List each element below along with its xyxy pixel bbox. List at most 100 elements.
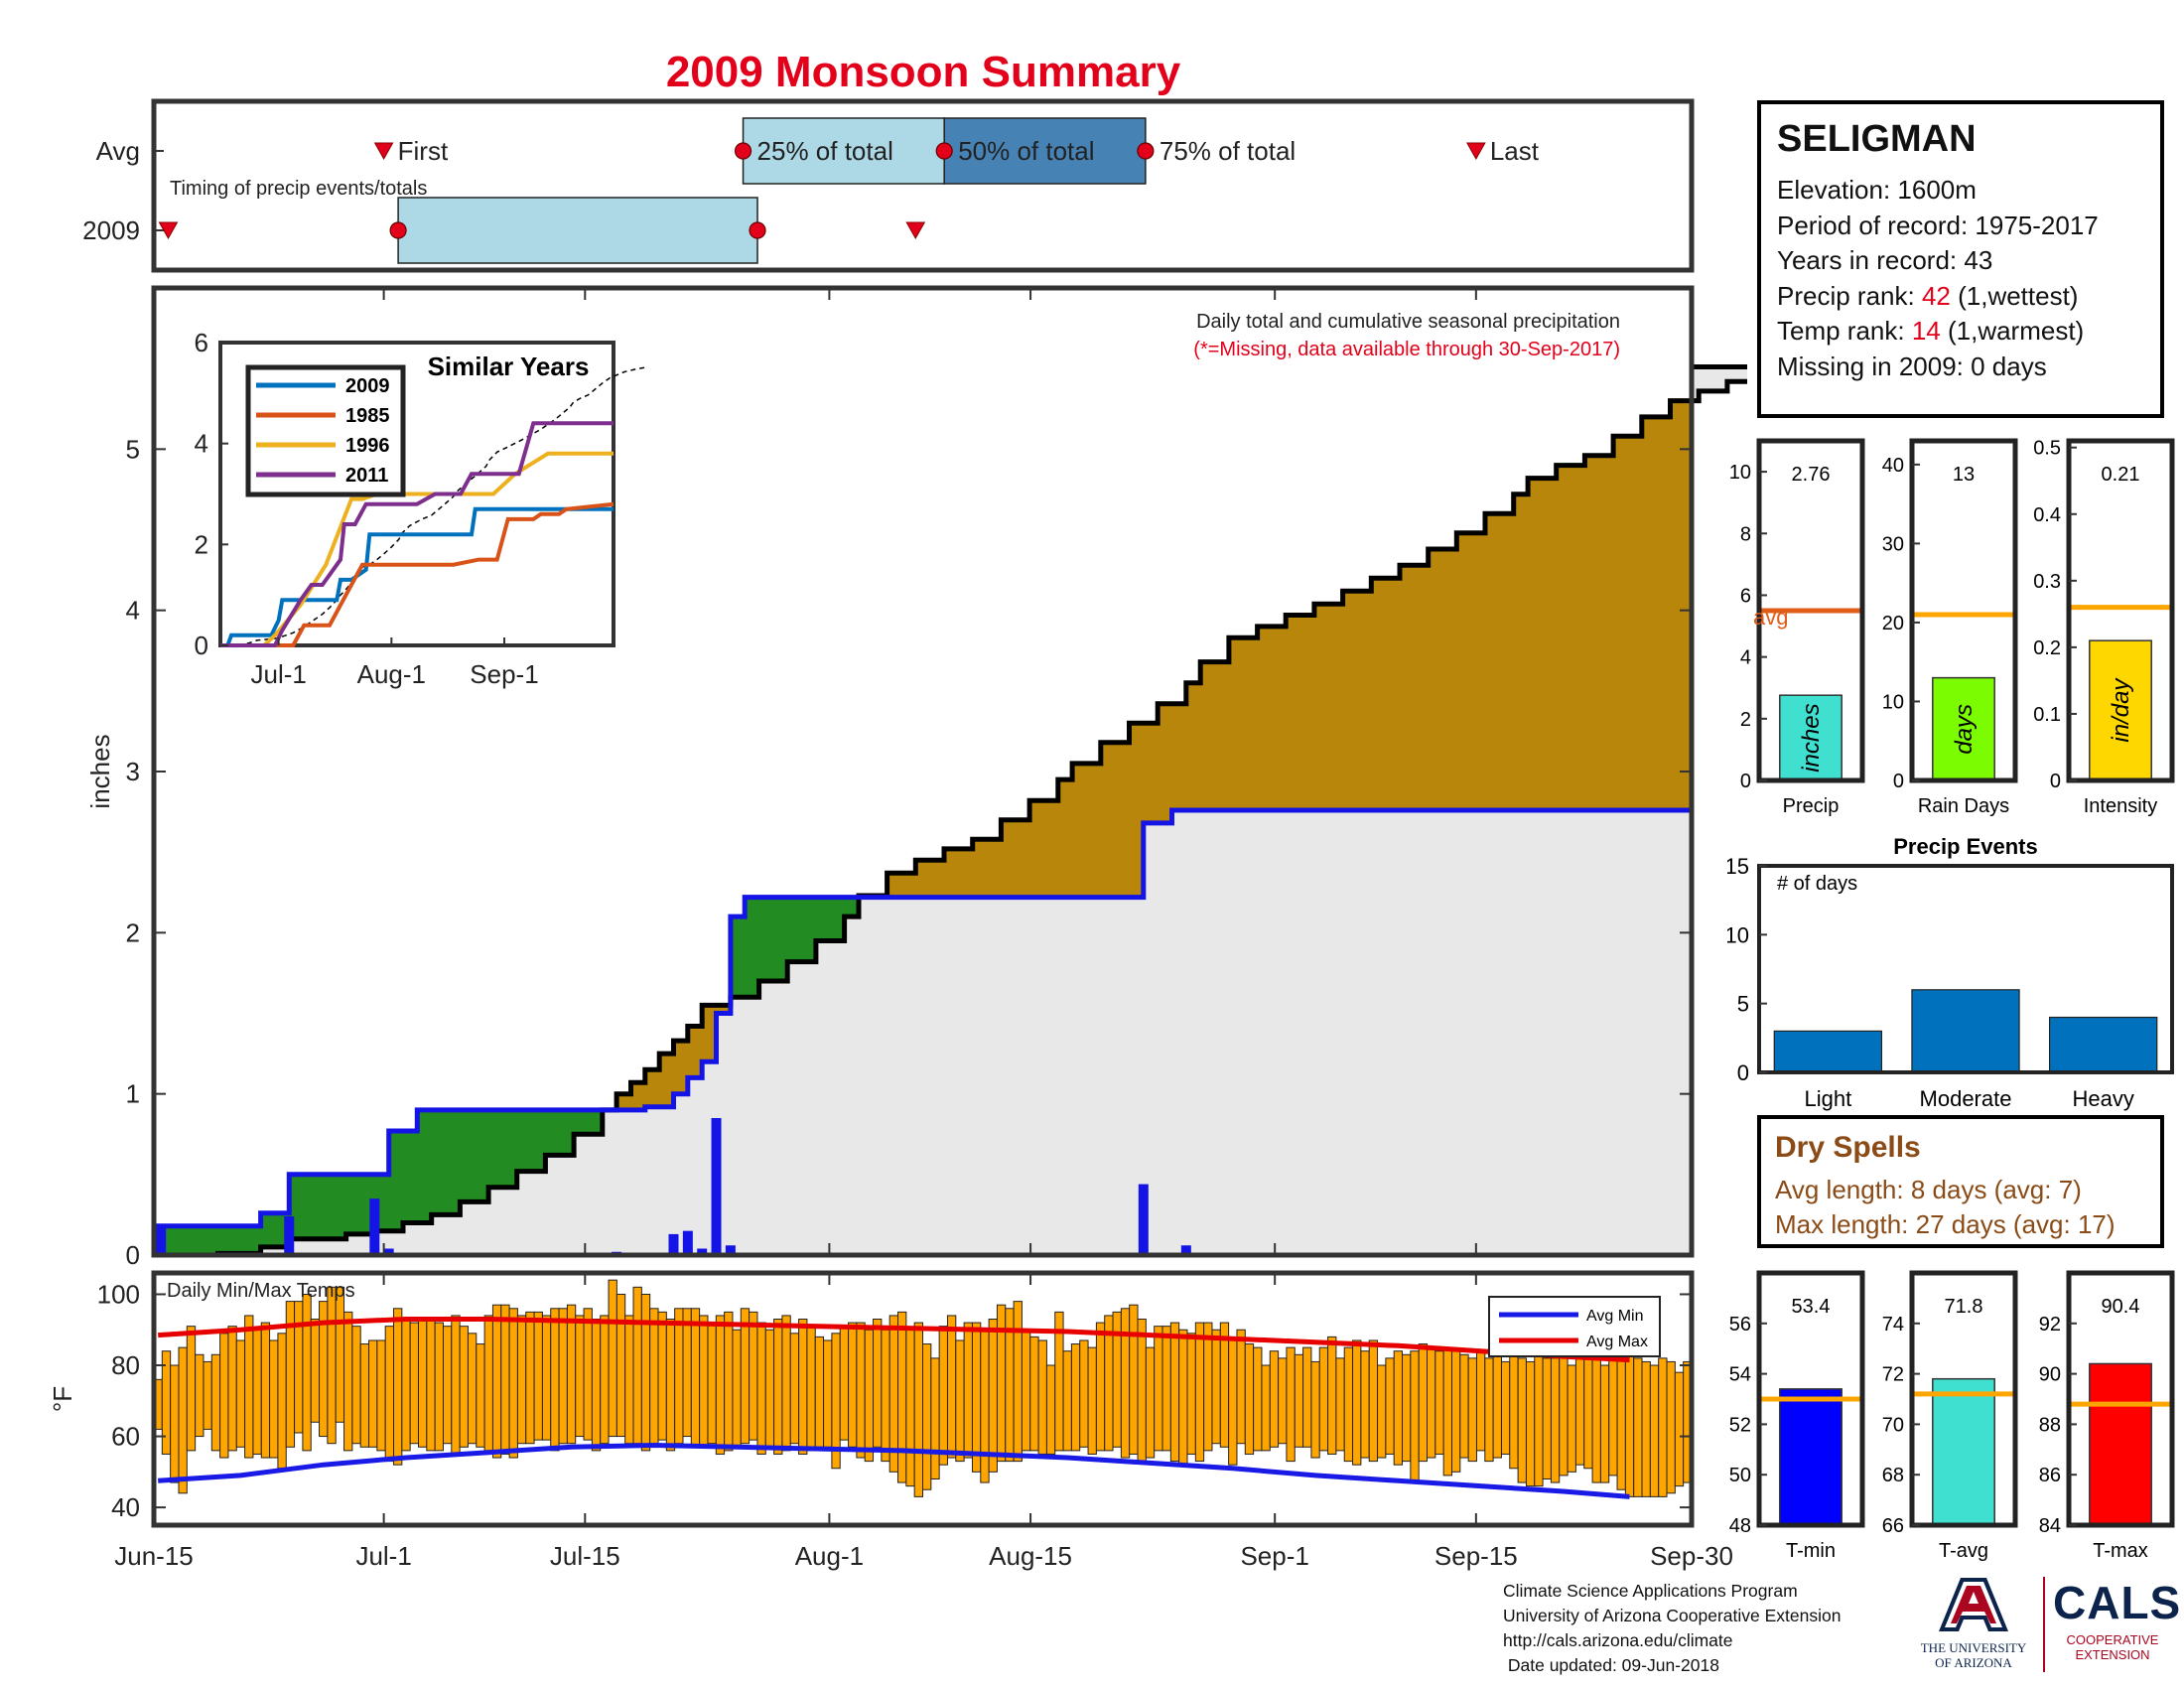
temp-bar [500, 1304, 510, 1455]
raindays-ytick-label: 30 [1882, 533, 1904, 555]
raindays-ytick-label: 40 [1882, 455, 1904, 477]
temp-bar [368, 1339, 378, 1448]
events-title: Precip Events [1893, 834, 2038, 859]
intensity-ytick-label: 0.5 [2033, 438, 2061, 460]
daily-precip-bar [711, 1118, 722, 1255]
temp-bar [682, 1308, 692, 1438]
temp-bar [1393, 1350, 1404, 1466]
temp-bar [640, 1293, 651, 1452]
intensity-ytick-label: 0.1 [2033, 704, 2061, 726]
temp-legend-min-label: Avg Min [1586, 1308, 1644, 1325]
dry-spells-box: Dry Spells Avg length: 8 days (avg: 7) M… [1757, 1115, 2164, 1248]
temp-bar [881, 1329, 890, 1463]
temp-bar [1278, 1357, 1288, 1445]
temp-bar [1509, 1353, 1519, 1470]
temp-bar [1087, 1346, 1097, 1455]
temp-bar [905, 1329, 915, 1487]
temp-ytick-label: 80 [111, 1350, 140, 1380]
events-bar [1911, 989, 2020, 1073]
temp-bar [235, 1339, 246, 1448]
temp-bar [483, 1315, 493, 1452]
xtick-label: Aug-1 [795, 1541, 864, 1571]
precip-ytick-label: 2 [1740, 709, 1751, 731]
temp-bar [260, 1322, 271, 1459]
temp-ylabel: °F [48, 1386, 77, 1412]
y2009-p75-marker [749, 221, 766, 239]
a-logo-icon [1939, 1578, 2008, 1631]
temp-bar [1583, 1346, 1593, 1470]
tmin-ytick-label: 56 [1729, 1314, 1751, 1336]
temp-bar [161, 1350, 172, 1455]
avg-last-marker [1465, 142, 1486, 161]
tmax-ytick-label: 88 [2039, 1414, 2061, 1436]
temp-bar [1161, 1326, 1171, 1452]
temp-bar [756, 1322, 766, 1455]
temp-bar [1517, 1357, 1527, 1483]
temp-bar [210, 1353, 221, 1452]
temp-bar [856, 1322, 866, 1459]
temp-bar [343, 1311, 353, 1452]
daily-precip-bar [1180, 1245, 1191, 1255]
y2009-last-marker [905, 221, 926, 240]
page-title: 2009 Monsoon Summary [665, 48, 1181, 96]
temp-bar [1244, 1343, 1255, 1455]
temp-bar [1194, 1322, 1205, 1463]
tmin-panel-frame [1756, 1270, 1865, 1528]
university-logo: THE UNIVERSITY OF ARIZONA [1914, 1574, 2033, 1673]
temp-bar [269, 1339, 279, 1459]
precip-ytick-label: 10 [1729, 462, 1751, 484]
temp-bar [227, 1326, 237, 1452]
avg-cumulative-line [154, 364, 1747, 1258]
temp-bar [665, 1319, 676, 1452]
precip-unit-label: inches [1798, 703, 1825, 772]
temp-bar [1360, 1350, 1370, 1459]
temp-bar [773, 1319, 783, 1455]
intensity-value-bar [2089, 639, 2152, 781]
temp-bar [988, 1319, 998, 1473]
temp-bar [1377, 1364, 1387, 1459]
xtick-label: Jul-15 [550, 1541, 620, 1571]
temp-bar [467, 1333, 478, 1445]
temp-bar [1343, 1346, 1354, 1463]
timing-annotation: Timing of precip events/totals [170, 178, 427, 200]
intensity-value-label: 0.21 [2102, 464, 2140, 486]
temp-bar [170, 1364, 180, 1483]
temp-panel-label: Daily Min/Max Temps [167, 1280, 355, 1302]
daily-precip-bar [383, 1248, 394, 1255]
temp-bar [1120, 1308, 1131, 1459]
events-ylabel: # of days [1777, 873, 1857, 895]
temp-bar [781, 1315, 791, 1452]
tavg-ytick-label: 70 [1882, 1414, 1904, 1436]
temp-bar [624, 1315, 634, 1445]
temp-frame [151, 1270, 1695, 1528]
temp-bar [525, 1311, 535, 1445]
temp-bar [1385, 1357, 1395, 1455]
logo-divider [2043, 1577, 2045, 1672]
temp-bar [310, 1319, 321, 1423]
temp-bar [732, 1329, 742, 1448]
precip-rank: Precip rank: 42 (1,wettest) [1777, 280, 2079, 311]
avg-p75-label: 75% of total [1160, 136, 1296, 166]
inset-xtick-label: Aug-1 [357, 659, 426, 689]
events-category-label: Heavy [2072, 1086, 2133, 1111]
precip-ytick-label: 2 [126, 917, 140, 947]
temp-bar [1062, 1350, 1072, 1452]
temp-bar [1633, 1357, 1643, 1497]
precip-value-bar [1779, 694, 1843, 781]
temp-bar [1013, 1301, 1023, 1463]
raindays-ytick-label: 10 [1882, 691, 1904, 713]
precip-avg-label: avg [1753, 605, 1788, 630]
temp-bar [533, 1311, 543, 1441]
temp-bar [930, 1357, 940, 1479]
temp-bar [971, 1322, 982, 1473]
raindays-ytick-label: 20 [1882, 613, 1904, 634]
temp-bar [294, 1301, 304, 1434]
avg-max-line [158, 1317, 1630, 1363]
temp-bar [946, 1315, 957, 1459]
temp-bar [839, 1326, 850, 1441]
tmax-panel-frame [2066, 1270, 2175, 1528]
tmax-ytick-label: 84 [2039, 1515, 2061, 1537]
temp-bar [1335, 1357, 1345, 1452]
temp-ytick-label: 100 [97, 1279, 140, 1309]
credit-url[interactable]: http://cals.arizona.edu/climate [1503, 1630, 1733, 1650]
